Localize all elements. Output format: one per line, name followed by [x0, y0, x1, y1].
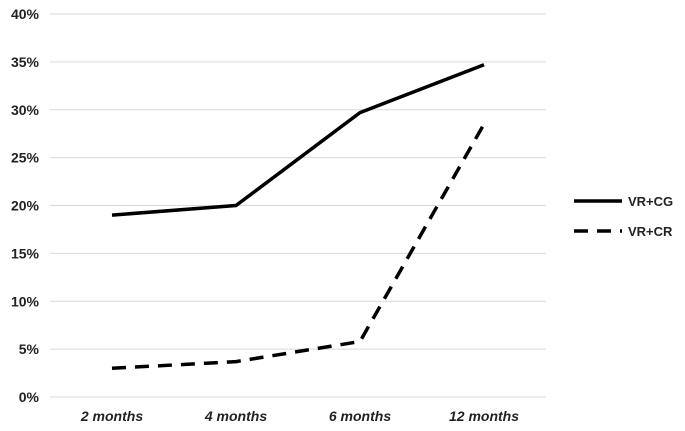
y-tick-label: 10%	[11, 293, 40, 309]
legend: VR+CG VR+CR	[574, 194, 673, 239]
y-tick-label: 0%	[19, 389, 40, 405]
data-series	[111, 63, 486, 371]
series-line-vr-cr	[111, 123, 486, 371]
x-axis-tick-labels: 2 months 4 months 6 months 12 months	[80, 408, 519, 424]
legend-entry-vr-cg: VR+CG	[574, 194, 673, 209]
x-tick-label: 6 months	[329, 408, 391, 424]
legend-label-vr-cg: VR+CG	[628, 194, 673, 209]
y-axis-tick-labels: 0% 5% 10% 15% 20% 25% 30% 35% 40%	[11, 6, 40, 405]
y-tick-label: 35%	[11, 54, 40, 70]
y-tick-label: 30%	[11, 102, 40, 118]
legend-entry-vr-cr: VR+CR	[574, 224, 673, 239]
y-tick-label: 40%	[11, 6, 40, 22]
x-tick-label: 2 months	[80, 408, 143, 424]
x-tick-label: 4 months	[204, 408, 267, 424]
y-tick-label: 25%	[11, 150, 40, 166]
y-tick-label: 15%	[11, 245, 40, 261]
x-tick-label: 12 months	[449, 408, 519, 424]
series-line-vr-cg	[111, 63, 485, 217]
y-tick-label: 5%	[19, 341, 40, 357]
legend-label-vr-cr: VR+CR	[628, 224, 673, 239]
gridlines	[50, 13, 546, 398]
y-tick-label: 20%	[11, 198, 40, 214]
